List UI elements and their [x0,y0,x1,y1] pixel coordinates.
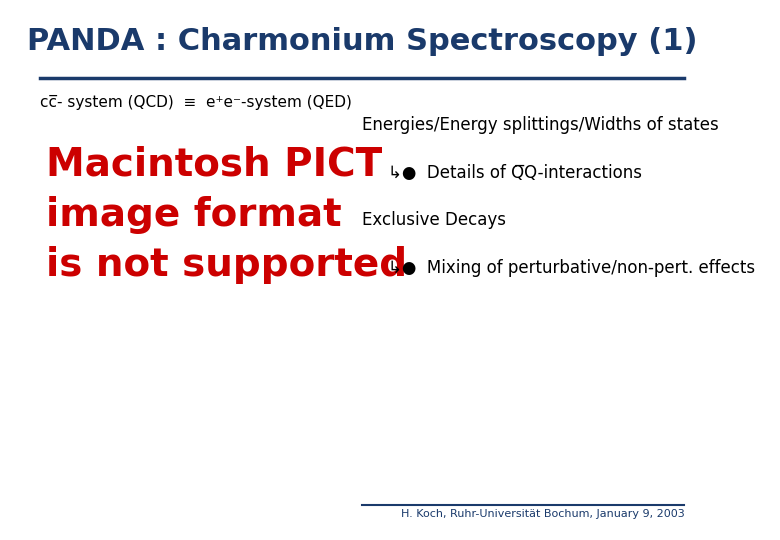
Text: cc̅- system (QCD)  ≡  e⁺e⁻-system (QED): cc̅- system (QCD) ≡ e⁺e⁻-system (QED) [40,94,352,110]
Text: ↳●  Mixing of perturbative/non-pert. effects: ↳● Mixing of perturbative/non-pert. effe… [388,259,755,276]
Text: PANDA : Charmonium Spectroscopy (1): PANDA : Charmonium Spectroscopy (1) [27,27,697,56]
Text: H. Koch, Ruhr-Universität Bochum, January 9, 2003: H. Koch, Ruhr-Universität Bochum, Januar… [401,509,684,519]
Text: Exclusive Decays: Exclusive Decays [362,211,506,229]
Text: Macintosh PICT
image format
is not supported: Macintosh PICT image format is not suppo… [46,146,407,284]
Text: ↳●  Details of Q̅Q-interactions: ↳● Details of Q̅Q-interactions [388,164,642,181]
Text: Energies/Energy splittings/Widths of states: Energies/Energy splittings/Widths of sta… [362,116,718,134]
